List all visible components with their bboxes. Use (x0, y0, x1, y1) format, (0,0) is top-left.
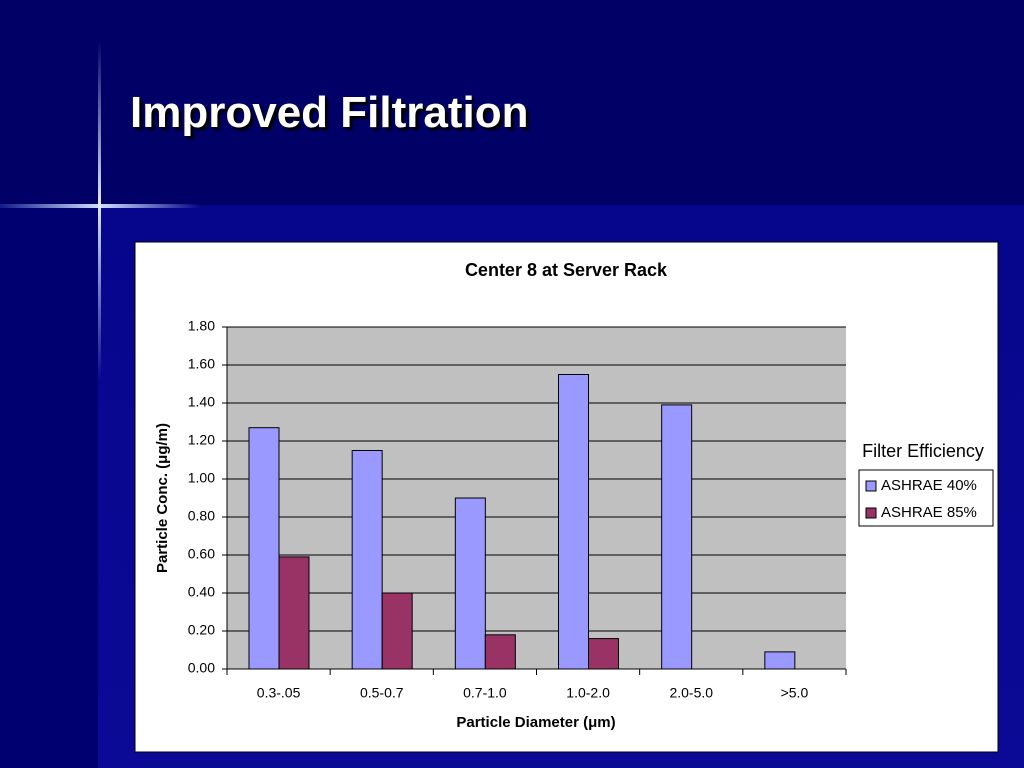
bar (484, 634, 516, 670)
bar (278, 556, 310, 670)
bar (764, 651, 796, 670)
chart-title: Center 8 at Server Rack (465, 260, 668, 280)
y-tick-label: 0.80 (188, 508, 215, 524)
bar (588, 638, 619, 670)
bar (661, 404, 693, 670)
legend-title: Filter Efficiency (862, 441, 984, 461)
background-band (0, 205, 98, 768)
x-tick-label: >5.0 (781, 685, 809, 701)
x-tick-label: 0.5-0.7 (360, 685, 404, 701)
x-axis-label: Particle Diameter (μm) (456, 714, 615, 731)
plot-area (227, 327, 846, 669)
y-tick-label: 1.60 (188, 356, 215, 372)
legend-swatch (865, 480, 877, 492)
y-tick-label: 0.60 (188, 546, 215, 562)
flare (98, 40, 101, 380)
legend (858, 469, 994, 527)
legend-swatch (865, 507, 877, 519)
x-tick-label: 2.0-5.0 (669, 685, 713, 701)
legend-label: ASHRAE 85% (881, 504, 977, 521)
y-tick-label: 0.20 (188, 622, 215, 638)
bar (558, 374, 589, 670)
slide-title: Improved Filtration (130, 88, 529, 137)
y-tick-label: 1.20 (188, 432, 215, 448)
bar (248, 427, 280, 670)
y-axis-label: Particle Conc. (μg/m) (154, 423, 171, 573)
x-tick-label: 0.3-.05 (257, 685, 301, 701)
y-tick-label: 1.40 (188, 394, 215, 410)
y-tick-label: 0.40 (188, 584, 215, 600)
bar (454, 497, 486, 670)
y-tick-label: 1.00 (188, 470, 215, 486)
y-tick-label: 0.00 (188, 660, 215, 676)
x-tick-label: 0.7-1.0 (463, 685, 507, 701)
y-tick-label: 1.80 (188, 318, 215, 334)
bar (381, 592, 413, 670)
legend-label: ASHRAE 40% (881, 477, 977, 494)
x-tick-label: 1.0-2.0 (566, 685, 610, 701)
bar (351, 450, 383, 670)
